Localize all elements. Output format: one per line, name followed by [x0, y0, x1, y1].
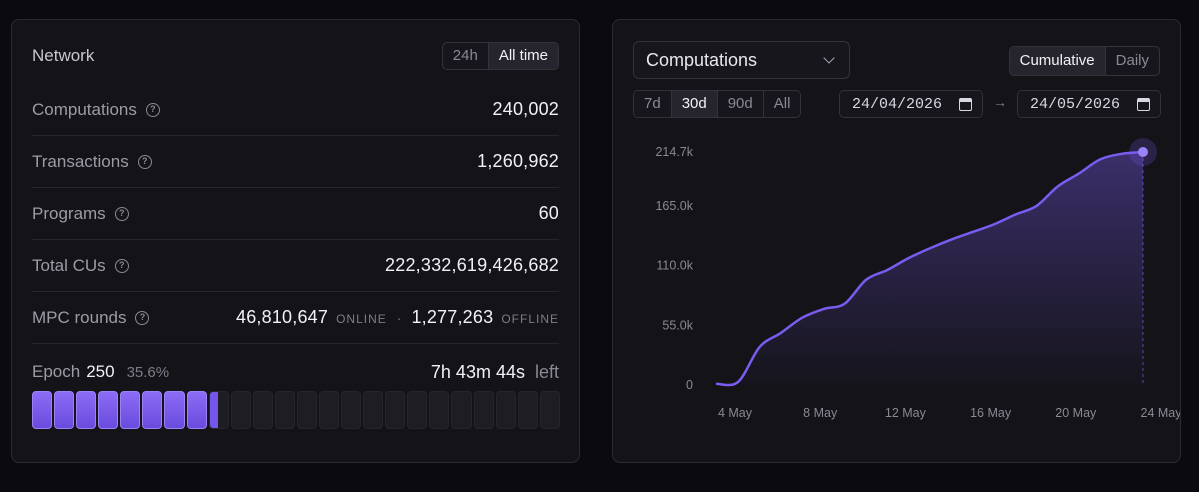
epoch-segment	[296, 391, 318, 429]
epoch-segment	[54, 391, 75, 429]
mpc-offline-value: 1,277,263	[411, 307, 494, 327]
x-tick-label: 20 May	[1055, 406, 1097, 420]
end-date-input[interactable]: 24/05/2026	[1017, 90, 1161, 118]
stat-label: MPC rounds	[32, 307, 127, 327]
epoch-segment	[539, 391, 560, 429]
mpc-online-value: 46,810,647	[235, 307, 329, 327]
epoch-segment	[429, 391, 450, 429]
y-tick-label: 110.0k	[656, 259, 693, 273]
stat-value: 1,260,962	[477, 151, 559, 171]
stat-value: 240,002	[492, 99, 559, 119]
stat-row-programs: Programs ? 60	[32, 188, 559, 240]
epoch-left-word: left	[534, 361, 559, 382]
epoch-segment	[341, 391, 362, 429]
mode-toggle: Cumulative Daily	[1008, 46, 1160, 76]
info-icon[interactable]: ?	[145, 102, 160, 117]
mpc-offline-tag: OFFLINE	[501, 312, 559, 326]
x-tick-label: 16 May	[970, 406, 1012, 420]
end-date-value: 24/05/2026	[1030, 95, 1121, 113]
epoch-segment	[98, 391, 119, 429]
epoch-segment	[473, 391, 494, 429]
epoch-segment	[230, 391, 251, 429]
mpc-values: 46,810,647 ONLINE · 1,277,263 OFFLINE	[236, 307, 559, 328]
epoch-percent: 35.6%	[126, 364, 170, 381]
epoch-segment	[208, 391, 229, 429]
network-header: Network 24h All time	[32, 42, 559, 70]
last-point-marker	[1138, 147, 1148, 157]
info-icon[interactable]: ?	[114, 258, 129, 273]
epoch-label: Epoch	[32, 362, 81, 381]
stat-row-transactions: Transactions ? 1,260,962	[32, 136, 559, 188]
x-tick-label: 24 May	[1141, 406, 1181, 420]
epoch-segment	[120, 391, 141, 429]
epoch-segment	[385, 391, 406, 429]
area-fill	[717, 152, 1143, 386]
stat-row-total-cus: Total CUs ? 222,332,619,426,682	[32, 240, 559, 292]
chart-range-toggle: 7d 30d 90d All	[633, 90, 802, 118]
epoch-segment	[363, 391, 384, 429]
mpc-online-tag: ONLINE	[336, 312, 387, 326]
stat-row-mpc-rounds: MPC rounds ? 46,810,647 ONLINE · 1,277,2…	[32, 292, 559, 344]
epoch-segment	[252, 391, 273, 429]
range-90d-button[interactable]: 90d	[716, 91, 763, 117]
x-tick-label: 12 May	[885, 406, 927, 420]
arrow-right-icon: →	[993, 94, 1007, 110]
stat-row-computations: Computations ? 240,002	[32, 84, 559, 136]
range-7d-button[interactable]: 7d	[644, 95, 661, 112]
y-tick-label: 55.0k	[662, 318, 693, 332]
epoch-progress-bar	[32, 391, 560, 429]
range-all-time-button[interactable]: All time	[487, 43, 558, 69]
epoch-segment	[274, 391, 295, 429]
network-range-toggle: 24h All time	[441, 42, 559, 70]
x-tick-label: 4 May	[718, 406, 753, 420]
mpc-separator: ·	[396, 310, 402, 326]
y-tick-label: 165.0k	[655, 199, 693, 213]
calendar-icon[interactable]	[959, 97, 972, 111]
chevron-down-icon	[823, 52, 835, 64]
calendar-icon[interactable]	[1137, 97, 1150, 111]
epoch-number: 250	[86, 362, 115, 381]
epoch-segment	[76, 391, 97, 429]
epoch-segment	[186, 391, 207, 429]
epoch-row: Epoch 250 35.6% 7h 43m 44s left	[32, 358, 559, 386]
metric-dropdown-label: Computations	[646, 49, 758, 70]
metric-dropdown[interactable]: Computations	[633, 41, 850, 79]
start-date-value: 24/04/2026	[852, 95, 943, 113]
epoch-segment	[407, 391, 428, 429]
epoch-segment	[319, 391, 340, 429]
start-date-input[interactable]: 24/04/2026	[839, 90, 983, 118]
stat-value: 60	[538, 203, 559, 223]
epoch-segment	[32, 391, 53, 429]
epoch-segment	[495, 391, 516, 429]
range-30d-button[interactable]: 30d	[670, 91, 717, 117]
stat-label: Programs	[32, 203, 106, 223]
stat-label: Computations	[32, 99, 137, 119]
network-panel: Network 24h All time Computations ? 240,…	[11, 19, 580, 463]
stats-list: Computations ? 240,002 Transactions ? 1,…	[32, 84, 559, 344]
epoch-time-left: 7h 43m 44s	[430, 361, 525, 382]
mode-daily-button[interactable]: Daily	[1104, 47, 1159, 75]
stat-label: Transactions	[32, 151, 129, 171]
series-line	[715, 150, 1145, 387]
info-icon[interactable]: ?	[135, 310, 150, 325]
epoch-segment	[164, 391, 185, 429]
epoch-segment	[517, 391, 538, 429]
network-title: Network	[32, 46, 95, 65]
range-all-button[interactable]: All	[762, 91, 801, 117]
y-tick-label: 0	[686, 378, 693, 392]
stat-value: 222,332,619,426,682	[385, 255, 559, 275]
x-tick-label: 8 May	[803, 406, 838, 420]
info-icon[interactable]: ?	[114, 206, 129, 221]
chart-panel: Computations Cumulative Daily 7d 30d 90d…	[612, 19, 1181, 463]
y-tick-label: 214.7k	[655, 145, 693, 159]
epoch-segment	[142, 391, 163, 429]
range-24h-button[interactable]: 24h	[452, 47, 478, 64]
mode-cumulative-button[interactable]: Cumulative	[1009, 47, 1105, 75]
computations-chart: 0 55.0k 110.0k 165.0k 214.7k 4 May 8 May 12 May…	[655, 138, 1181, 420]
stat-label: Total CUs	[32, 255, 106, 275]
epoch-segment	[451, 391, 472, 429]
info-icon[interactable]: ?	[137, 154, 152, 169]
